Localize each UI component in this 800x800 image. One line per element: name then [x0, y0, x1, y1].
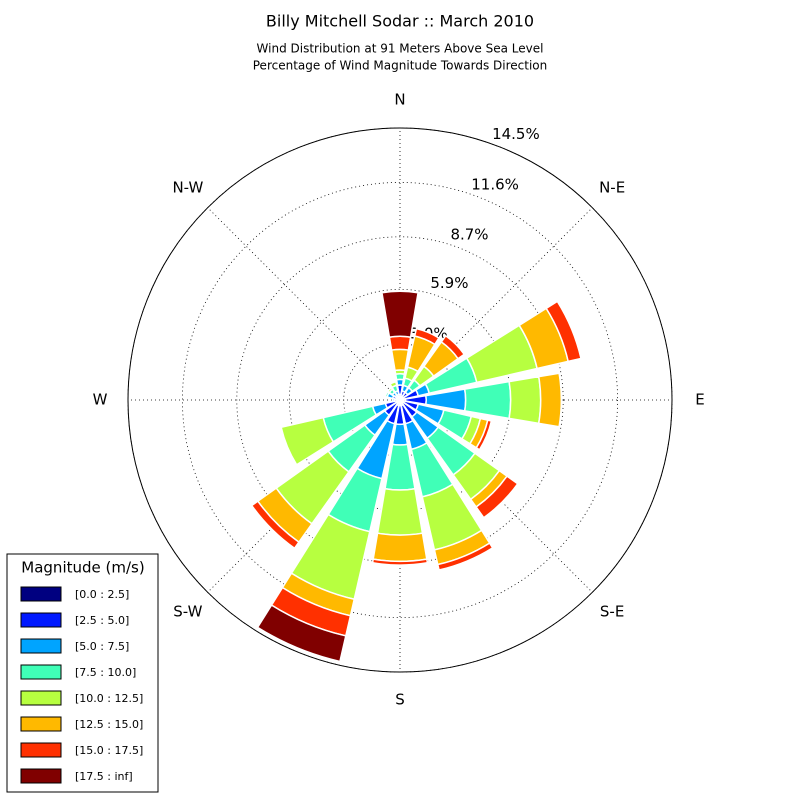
grid-ring — [181, 181, 619, 619]
rose-segment — [475, 419, 493, 451]
grid-spoke — [399, 207, 593, 401]
rose-segment — [386, 386, 394, 394]
rose-segment — [436, 542, 494, 571]
rose-segment — [280, 416, 335, 466]
rose-segment — [376, 487, 424, 536]
legend: Magnitude (m/s) [0.0 : 2.5] [2.5 : 5.0] [5.… — [6, 553, 159, 793]
r-tick-label: 14.5% — [492, 125, 540, 143]
rose-segment — [388, 335, 412, 351]
direction-label: N-E — [599, 178, 625, 196]
legend-label: [7.5 : 10.0] — [75, 666, 136, 679]
rose-segment — [256, 604, 347, 663]
rose-segment — [371, 558, 429, 566]
chart-title: Billy Mitchell Sodar :: March 2010 — [266, 12, 534, 31]
legend-label: [5.0 : 7.5] — [75, 640, 129, 653]
rose-segment — [508, 375, 542, 425]
rose-segment — [390, 348, 410, 372]
legend-label: [15.0 : 17.5] — [75, 744, 143, 757]
rose-segment — [475, 475, 519, 519]
direction-label: S-E — [600, 603, 624, 621]
chart-subtitle: Wind Distribution at 91 Meters Above Sea… — [257, 42, 544, 56]
chart-subtitle: Percentage of Wind Magnitude Towards Dir… — [253, 59, 547, 73]
legend-swatch — [20, 716, 62, 732]
rose-segment — [391, 423, 409, 446]
rose-segment — [537, 372, 563, 428]
legend-label: [2.5 : 5.0] — [75, 614, 129, 627]
direction-label: W — [93, 391, 108, 409]
legend-swatch — [20, 690, 62, 706]
direction-label: N-W — [172, 178, 203, 196]
legend-swatch — [20, 638, 62, 654]
direction-label: S — [395, 691, 405, 709]
rose-segment — [389, 380, 398, 389]
rose-segment — [381, 290, 419, 338]
legend-label: [10.0 : 12.5] — [75, 692, 143, 705]
direction-label: N — [394, 91, 405, 109]
rose-segment — [545, 300, 582, 363]
r-tick-label: 8.7% — [450, 226, 488, 244]
rose-segment — [440, 334, 466, 360]
rose-segment — [384, 443, 416, 491]
r-tick-label: 11.6% — [471, 175, 519, 193]
legend-label: [17.5 : inf] — [75, 770, 133, 783]
rose-segment — [384, 391, 390, 398]
direction-label: E — [695, 391, 704, 409]
grid-ring — [127, 127, 673, 673]
legend-swatch — [20, 768, 62, 784]
legend-swatch — [20, 612, 62, 628]
legend-swatch — [20, 586, 62, 602]
legend-swatch — [20, 742, 62, 758]
legend-label: [0.0 : 2.5] — [75, 588, 129, 601]
legend-swatch — [20, 664, 62, 680]
legend-title: Magnitude (m/s) — [21, 559, 144, 577]
rose-segment — [250, 500, 300, 550]
grid-spoke — [207, 207, 401, 401]
rose-segment — [372, 532, 428, 563]
r-tick-label: 5.9% — [430, 274, 468, 292]
rose-segment — [463, 380, 512, 420]
direction-label: S-W — [173, 603, 202, 621]
rose-segment — [413, 327, 440, 346]
legend-label: [12.5 : 15.0] — [75, 718, 143, 731]
